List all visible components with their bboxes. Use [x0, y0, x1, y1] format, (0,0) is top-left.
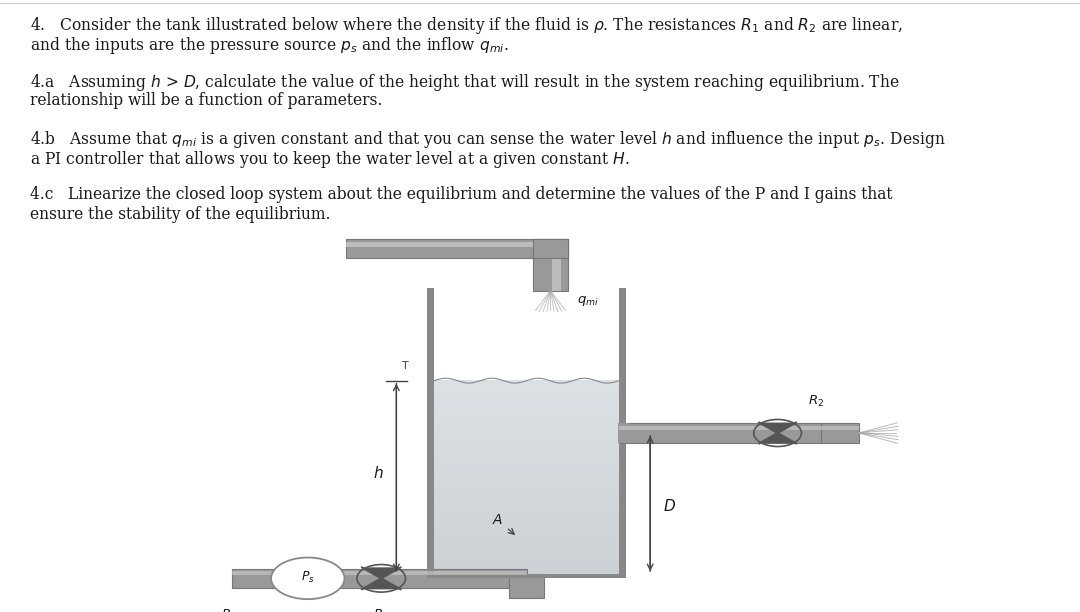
Text: $h$: $h$ — [373, 465, 383, 482]
Bar — [434, 559, 619, 564]
Bar — [510, 574, 544, 598]
Circle shape — [271, 558, 345, 599]
Bar — [434, 453, 619, 458]
Bar — [434, 510, 619, 516]
Bar — [434, 424, 619, 429]
Bar — [346, 242, 568, 247]
Bar — [434, 428, 619, 434]
Polygon shape — [759, 433, 796, 443]
Text: $P_s$: $P_s$ — [301, 570, 314, 584]
Bar — [434, 540, 619, 545]
Bar — [552, 239, 561, 291]
Text: $P_a$: $P_a$ — [221, 608, 237, 612]
Bar — [434, 491, 619, 497]
Bar — [346, 239, 568, 258]
Text: 4.b   Assume that $q_{mi}$ is a given constant and that you can sense the water : 4.b Assume that $q_{mi}$ is a given cons… — [30, 129, 946, 150]
Text: $R_1$: $R_1$ — [373, 607, 390, 612]
Bar — [434, 525, 619, 531]
Bar — [434, 409, 619, 414]
Bar — [434, 448, 619, 453]
Bar — [434, 506, 619, 511]
Bar — [434, 545, 619, 550]
Bar — [619, 288, 626, 578]
Bar — [434, 443, 619, 449]
Bar — [434, 550, 619, 554]
Bar — [618, 424, 629, 443]
Bar — [434, 564, 619, 569]
Bar — [434, 390, 619, 395]
Bar — [434, 462, 619, 468]
Bar — [534, 239, 568, 291]
Text: 4.a   Assuming $h$ > $D$, calculate the value of the height that will result in : 4.a Assuming $h$ > $D$, calculate the va… — [30, 72, 900, 93]
Polygon shape — [362, 578, 401, 589]
Text: relationship will be a function of parameters.: relationship will be a function of param… — [30, 92, 382, 110]
Bar — [821, 426, 859, 430]
Text: ensure the stability of the equilibrium.: ensure the stability of the equilibrium. — [30, 206, 330, 223]
Text: a PI controller that allows you to keep the water level at a given constant $H$.: a PI controller that allows you to keep … — [30, 149, 630, 170]
Bar — [534, 239, 568, 258]
Bar — [821, 424, 859, 443]
Bar — [434, 419, 619, 424]
Bar — [434, 467, 619, 472]
Bar — [232, 572, 527, 575]
Text: and the inputs are the pressure source $p_s$ and the inflow $q_{mi}$.: and the inputs are the pressure source $… — [30, 35, 509, 56]
Text: $A$: $A$ — [492, 513, 514, 534]
Bar — [434, 482, 619, 487]
Bar — [434, 487, 619, 492]
Bar — [434, 380, 619, 386]
Bar — [434, 569, 619, 574]
Text: $q_{mi}$: $q_{mi}$ — [578, 294, 599, 308]
Bar — [434, 477, 619, 482]
Bar — [434, 496, 619, 502]
Text: T: T — [402, 362, 408, 371]
Bar — [434, 414, 619, 419]
Bar — [427, 574, 626, 578]
Text: 4.   Consider the tank illustrated below where the density if the fluid is $\rho: 4. Consider the tank illustrated below w… — [30, 15, 903, 36]
Bar — [619, 424, 821, 443]
Bar — [434, 385, 619, 390]
Bar — [434, 400, 619, 405]
Bar — [434, 535, 619, 540]
Bar — [232, 569, 527, 588]
Bar — [619, 426, 821, 430]
Text: $R_2$: $R_2$ — [808, 394, 824, 409]
Polygon shape — [759, 422, 796, 433]
Bar — [427, 288, 434, 578]
Bar — [434, 433, 619, 439]
Text: $D$: $D$ — [663, 498, 676, 513]
Bar — [434, 472, 619, 477]
Bar — [434, 554, 619, 559]
Bar — [434, 457, 619, 463]
Bar — [434, 438, 619, 444]
Bar — [434, 501, 619, 506]
Bar — [434, 530, 619, 536]
Bar — [434, 520, 619, 526]
Bar — [434, 395, 619, 400]
Bar — [434, 515, 619, 521]
Text: 4.c   Linearize the closed loop system about the equilibrium and determine the v: 4.c Linearize the closed loop system abo… — [30, 186, 893, 203]
Polygon shape — [362, 567, 401, 578]
Bar — [434, 404, 619, 409]
